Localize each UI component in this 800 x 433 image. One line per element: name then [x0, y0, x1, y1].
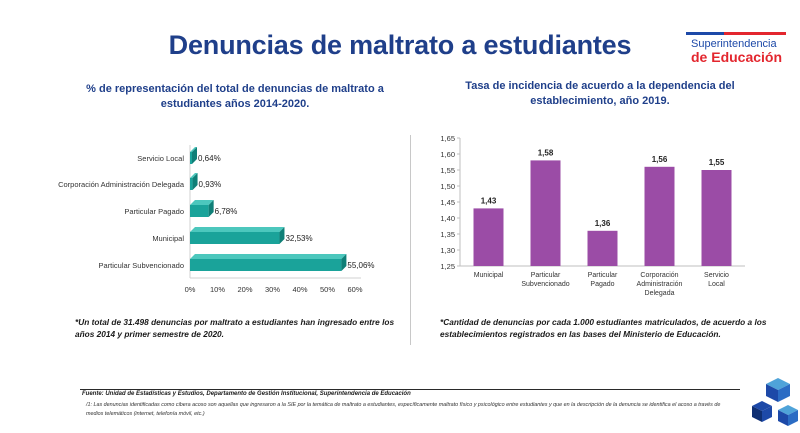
data-label: 1,56: [652, 155, 668, 164]
bar-side-face: [192, 173, 198, 190]
bar: [190, 178, 193, 190]
tick-label: 1,40: [440, 214, 455, 223]
right-chart-title: Tasa de incidencia de acuerdo a la depen…: [465, 80, 735, 107]
bar-side-face: [341, 254, 347, 271]
logo-flag-bar: [686, 32, 786, 35]
data-label: 0,64%: [198, 154, 221, 163]
data-label: 0,93%: [199, 180, 222, 189]
category-label: Particular Pagado: [588, 272, 618, 288]
bar: [190, 259, 342, 271]
chart-divider: [410, 135, 411, 345]
category-label: Corporación Administración Delegada: [58, 180, 185, 189]
tick-label: 1,25: [440, 262, 455, 271]
tick-label: 20%: [237, 285, 252, 294]
footer-divider: [80, 389, 740, 390]
category-label: Servicio Local: [137, 154, 184, 163]
bar: [190, 232, 280, 244]
tick-label: 1,60: [440, 150, 455, 159]
tick-label: 0%: [185, 285, 196, 294]
data-label: 1,55: [709, 158, 725, 167]
left-chart-note: *Un total de 31.498 denuncias por maltra…: [75, 317, 395, 339]
bar: [190, 205, 209, 217]
tick-label: 60%: [347, 285, 362, 294]
category-label: Particular Pagado: [124, 207, 184, 216]
page-title: Denuncias de maltrato a estudiantes: [168, 30, 632, 60]
data-label: 55,06%: [347, 261, 374, 270]
data-label: 6,78%: [215, 207, 238, 216]
category-label: Particular Subvencionado: [521, 272, 569, 288]
category-label: Municipal: [152, 234, 184, 243]
bar: [701, 170, 732, 266]
left-chart-title: % de representación del total de denunci…: [86, 83, 384, 110]
category-label: Particular Subvencionado: [99, 261, 184, 270]
bar-side-face: [192, 147, 197, 164]
bar-side-face: [279, 227, 285, 244]
bar-top-face: [190, 173, 198, 178]
data-label: 32,53%: [285, 234, 312, 243]
bar-top-face: [190, 200, 214, 205]
bar: [190, 152, 192, 164]
bar-side-face: [208, 200, 214, 217]
tick-label: 30%: [265, 285, 280, 294]
tick-label: 1,30: [440, 246, 455, 255]
tick-label: 40%: [292, 285, 307, 294]
data-label: 1,58: [538, 148, 554, 157]
data-label: 1,36: [595, 219, 611, 228]
bar-top-face: [190, 254, 347, 259]
bar-top-face: [190, 227, 285, 232]
right-chart-note: *Cantidad de denuncias por cada 1.000 es…: [440, 317, 767, 339]
category-label: Municipal: [474, 272, 504, 279]
tick-label: 1,35: [440, 230, 455, 239]
bar-top-face: [190, 147, 197, 152]
category-label: Servicio Local: [704, 272, 729, 288]
logo-flag-red: [724, 32, 786, 35]
bar: [644, 166, 675, 266]
logo-text-line2: de Educación: [691, 49, 783, 65]
data-label: 1,43: [481, 196, 497, 205]
bar: [473, 208, 504, 266]
cubes-decoration-icon: [752, 378, 798, 426]
bar: [587, 230, 618, 266]
tick-label: 1,50: [440, 182, 455, 191]
logo-text-line1: Superintendencia: [691, 38, 777, 50]
tick-label: 50%: [320, 285, 335, 294]
tick-label: 1,45: [440, 198, 455, 207]
source-text: Fuente: Unidad de Estadísticas y Estudio…: [82, 391, 411, 397]
category-label: Corporación Administración Delegada: [637, 272, 683, 297]
logo-flag-blue: [686, 32, 724, 35]
footnote-text: /1: Las denuncias identificadas como cib…: [86, 402, 721, 417]
tick-label: 1,55: [440, 166, 455, 175]
bar: [530, 160, 561, 266]
tick-label: 10%: [210, 285, 225, 294]
tick-label: 1,65: [440, 134, 455, 143]
